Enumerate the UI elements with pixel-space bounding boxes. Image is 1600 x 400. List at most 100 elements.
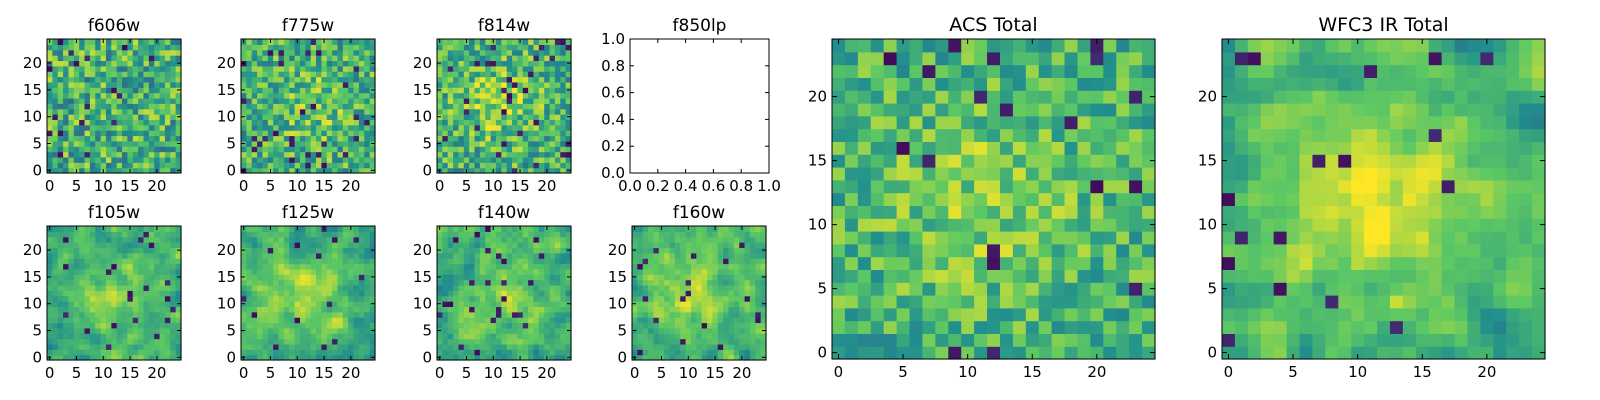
- heatmap-cell: [175, 119, 182, 126]
- heatmap-cell: [490, 236, 497, 243]
- heatmap-cell: [326, 55, 333, 62]
- heatmap-cell: [554, 247, 561, 254]
- heatmap-cell: [506, 242, 513, 249]
- heatmap-cell: [565, 71, 572, 78]
- heatmap-cell: [348, 258, 355, 265]
- heatmap-cell: [447, 274, 454, 281]
- heatmap-cell: [922, 320, 936, 334]
- heatmap-cell: [565, 231, 572, 238]
- heatmap-cell: [707, 290, 713, 297]
- heatmap-cell: [501, 49, 508, 56]
- heatmap-cell: [305, 49, 312, 56]
- heatmap-cell: [447, 252, 454, 259]
- heatmap-cell: [896, 333, 911, 347]
- heatmap-cell: [52, 247, 59, 254]
- heatmap-cell: [999, 179, 1014, 194]
- heatmap-cell: [733, 343, 740, 350]
- heatmap-cell: [701, 258, 708, 265]
- heatmap-cell: [999, 307, 1014, 322]
- heatmap-cell: [544, 55, 551, 62]
- heatmap-cell: [495, 65, 502, 72]
- heatmap-cell: [1116, 256, 1130, 270]
- heatmap-cell: [68, 92, 75, 99]
- heatmap-cell: [257, 130, 264, 137]
- heatmap-cell: [442, 274, 449, 281]
- heatmap-cell: [283, 317, 290, 324]
- heatmap-cell: [437, 338, 443, 345]
- heatmap-cell: [712, 306, 719, 313]
- heatmap-cell: [122, 92, 128, 99]
- heatmap-cell: [132, 114, 139, 120]
- heatmap-cell: [283, 343, 290, 350]
- heatmap-cell: [332, 333, 339, 340]
- heatmap-cell: [749, 333, 756, 340]
- heatmap-cell: [690, 354, 697, 361]
- axes-frame: [46, 38, 182, 174]
- heatmap-cell: [299, 327, 306, 334]
- heatmap-cell: [961, 256, 975, 270]
- heatmap-cell: [73, 263, 80, 270]
- heatmap-cell: [896, 192, 911, 206]
- heatmap-cell: [1051, 243, 1066, 258]
- heatmap-cell: [696, 349, 703, 356]
- heatmap-cell: [262, 226, 269, 232]
- heatmap-cell: [143, 76, 150, 83]
- heatmap-cell: [442, 97, 449, 104]
- heatmap-cell: [326, 295, 333, 302]
- x-tick-label: 10: [288, 364, 307, 382]
- heatmap-cell: [506, 114, 513, 120]
- heatmap-cell: [326, 242, 333, 249]
- heatmap-cell: [52, 301, 59, 307]
- heatmap-cell: [257, 242, 264, 249]
- heatmap-cell: [717, 295, 724, 302]
- heatmap-cell: [948, 218, 962, 232]
- heatmap-cell: [533, 39, 540, 45]
- heatmap-cell: [560, 124, 567, 131]
- heatmap-cell: [159, 279, 166, 286]
- heatmap-cell: [522, 146, 529, 153]
- heatmap-cell: [549, 135, 556, 142]
- heatmap-cell: [501, 338, 508, 345]
- heatmap-cell: [148, 279, 155, 286]
- heatmap-cell: [1142, 231, 1156, 245]
- heatmap-cell: [326, 167, 333, 174]
- heatmap-cell: [364, 295, 371, 302]
- heatmap-cell: [658, 295, 665, 302]
- heatmap-cell: [437, 71, 443, 78]
- heatmap-cell: [89, 226, 96, 232]
- heatmap-cell: [512, 258, 518, 265]
- heatmap-cell: [485, 146, 492, 153]
- heatmap-cell: [723, 258, 730, 265]
- heatmap-cell: [348, 119, 355, 126]
- heatmap-cell: [479, 338, 486, 345]
- heatmap-cell: [57, 135, 64, 142]
- heatmap-cell: [57, 167, 64, 174]
- heatmap-cell: [744, 279, 751, 286]
- heatmap-cell: [337, 236, 344, 243]
- heatmap-cell: [257, 317, 264, 324]
- heatmap-cell: [469, 114, 476, 120]
- heatmap-cell: [522, 39, 529, 45]
- heatmap-cell: [310, 92, 317, 99]
- heatmap-cell: [257, 39, 264, 45]
- heatmap-cell: [948, 346, 962, 360]
- heatmap-cell: [278, 343, 285, 350]
- heatmap-cell: [310, 327, 317, 334]
- heatmap-cell: [84, 55, 91, 62]
- heatmap-cell: [79, 295, 86, 302]
- heatmap-cell: [870, 205, 885, 219]
- x-tick-label: 1.0: [757, 177, 781, 195]
- heatmap-cell: [501, 263, 508, 270]
- heatmap-cell: [474, 236, 481, 243]
- heatmap-cell: [744, 322, 751, 329]
- heatmap-cell: [154, 258, 161, 265]
- heatmap-cell: [658, 274, 665, 281]
- heatmap-cell: [1012, 307, 1027, 322]
- heatmap-cell: [122, 263, 128, 270]
- heatmap-cell: [159, 114, 166, 120]
- heatmap-cell: [442, 327, 449, 334]
- heatmap-cell: [159, 39, 166, 45]
- heatmap-cell: [164, 71, 171, 78]
- heatmap-cell: [332, 140, 339, 147]
- heatmap-cell: [116, 263, 123, 270]
